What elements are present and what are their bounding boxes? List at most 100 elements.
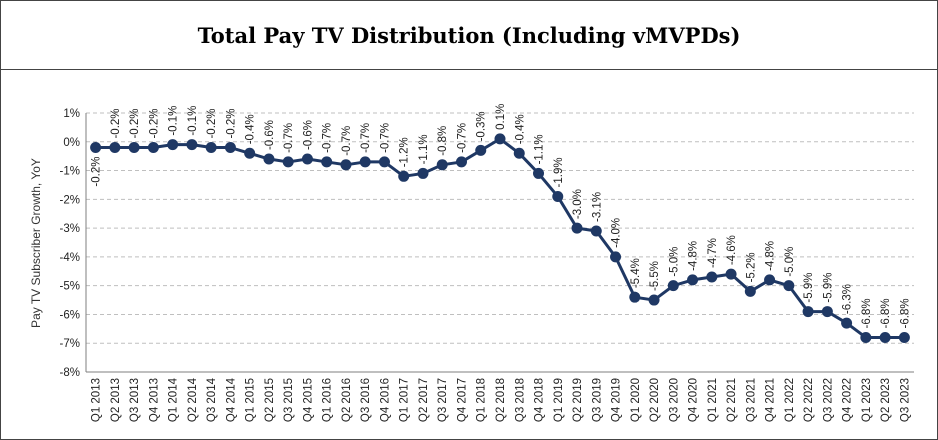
data-point: [841, 317, 853, 329]
y-tick-label: -8%: [60, 367, 80, 379]
data-label: -5.9%: [822, 273, 834, 303]
data-label: -0.2%: [110, 108, 122, 138]
x-tick-label: Q3 2022: [822, 378, 834, 422]
data-label: -0.7%: [322, 123, 334, 153]
chart-title: Total Pay TV Distribution (Including vMV…: [197, 22, 741, 48]
data-point: [898, 331, 910, 343]
data-label: -0.1%: [168, 106, 180, 136]
data-label: -0.2%: [91, 157, 103, 187]
data-point: [821, 306, 833, 318]
data-label: -0.7%: [341, 126, 353, 156]
data-point: [398, 170, 410, 182]
data-label: -3.0%: [572, 189, 584, 219]
data-label: -0.4%: [245, 114, 257, 144]
data-point: [533, 167, 545, 179]
x-tick-label: Q2 2016: [341, 378, 353, 422]
x-tick-label: Q1 2020: [630, 378, 642, 422]
data-point: [764, 274, 776, 286]
x-tick-labels: Q1 2013 Q2 2013 Q3 2013 Q4 2013 Q1 2014 Q2 20…: [91, 377, 912, 422]
x-tick-label: Q1 2023: [861, 378, 873, 422]
x-tick-label: Q2 2019: [572, 378, 584, 422]
data-point: [90, 142, 102, 154]
data-point: [802, 306, 814, 318]
data-label: -0.6%: [302, 120, 314, 150]
data-label: -1.2%: [399, 137, 411, 167]
data-label: -0.2%: [206, 108, 218, 138]
y-tick-labels: 1% 0% -1% -2% -3% -4% -5% -6% -7% -8%: [60, 108, 80, 379]
y-tick-label: 1%: [63, 108, 80, 120]
data-label: -1.1%: [534, 134, 546, 164]
x-tick-label: Q4 2013: [148, 378, 160, 422]
data-point: [224, 142, 236, 154]
x-tick-label: Q4 2014: [225, 377, 237, 422]
data-point: [436, 159, 448, 171]
data-label: -1.1%: [418, 134, 430, 164]
y-tick-label: -1%: [60, 166, 80, 178]
data-label: -5.5%: [649, 261, 661, 291]
data-label: -0.2%: [225, 108, 237, 138]
data-point: [744, 285, 756, 297]
x-tick-label: Q3 2013: [129, 378, 141, 422]
data-point: [128, 142, 140, 154]
x-tick-label: Q2 2015: [264, 378, 276, 422]
data-label: -6.3%: [842, 284, 854, 314]
data-label: -0.7%: [360, 123, 372, 153]
data-point: [417, 167, 429, 179]
x-tick-label: Q2 2013: [110, 378, 122, 422]
data-label: -0.8%: [437, 126, 449, 156]
y-tick-label: -7%: [60, 338, 80, 350]
data-point: [109, 142, 121, 154]
x-tick-label: Q3 2017: [437, 378, 449, 422]
x-tick-label: Q2 2022: [803, 378, 815, 422]
data-label: -5.0%: [784, 247, 796, 277]
data-point: [263, 153, 275, 165]
data-labels: -0.2% -0.2% -0.2% -0.2% -0.1% -0.1% -0.2% -0.2%…: [91, 104, 912, 329]
y-tick-label: -5%: [60, 281, 80, 293]
data-label: -0.7%: [456, 123, 468, 153]
data-point: [340, 159, 352, 171]
y-axis-label: Pay TV Subscriber Growth, YoY: [29, 158, 43, 328]
data-point: [513, 147, 525, 159]
data-point: [860, 331, 872, 343]
x-tick-label: Q1 2017: [399, 378, 411, 422]
data-point: [571, 222, 583, 234]
data-label: -5.9%: [803, 273, 815, 303]
x-tick-label: Q3 2015: [283, 378, 295, 422]
data-point: [455, 156, 467, 168]
data-point: [687, 274, 699, 286]
series-line-path: [95, 137, 905, 339]
data-point: [879, 331, 891, 343]
x-tick-label: Q1 2019: [553, 378, 565, 422]
y-tick-label: -4%: [60, 252, 80, 264]
x-tick-label: Q1 2016: [322, 378, 334, 422]
data-points: [90, 133, 910, 343]
y-tick-label: -2%: [60, 194, 80, 206]
data-label: -4.0%: [611, 218, 623, 248]
data-point: [244, 147, 256, 159]
x-tick-label: Q4 2015: [302, 378, 314, 422]
title-bar: Total Pay TV Distribution (Including vMV…: [1, 1, 937, 70]
x-tick-label: Q4 2017: [456, 378, 468, 422]
x-tick-label: Q1 2014: [168, 377, 180, 422]
data-label: -5.2%: [745, 252, 757, 282]
data-label: -0.2%: [129, 108, 141, 138]
x-tick-label: Q3 2014: [206, 377, 218, 422]
data-point: [648, 294, 660, 306]
data-label: -4.8%: [688, 241, 700, 271]
data-point: [321, 156, 333, 168]
data-label: -6.8%: [861, 298, 873, 328]
data-point: [147, 142, 159, 154]
data-label: -5.4%: [630, 258, 642, 288]
x-tick-label: Q4 2022: [842, 378, 854, 422]
x-tick-label: Q4 2019: [611, 378, 623, 422]
y-tick-label: 0%: [63, 137, 80, 149]
series-line: [95, 137, 905, 339]
data-point: [475, 144, 487, 156]
data-point: [494, 133, 506, 145]
data-label: -4.8%: [765, 241, 777, 271]
data-label: -3.1%: [591, 192, 603, 222]
x-tick-label: Q3 2020: [668, 378, 680, 422]
data-label: -0.1%: [187, 106, 199, 136]
data-point: [167, 139, 179, 151]
data-label: -4.7%: [707, 238, 719, 268]
